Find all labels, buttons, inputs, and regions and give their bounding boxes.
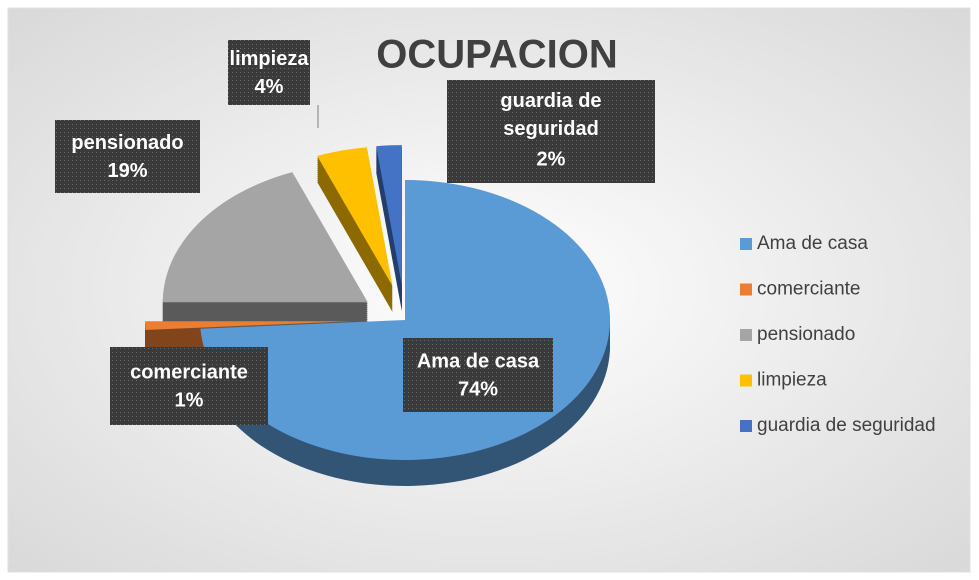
legend-label: comerciante <box>757 279 861 300</box>
data-label-name: limpieza <box>230 48 310 70</box>
legend-label: pensionado <box>757 324 855 345</box>
chart-title: OCUPACION <box>376 33 617 77</box>
legend-label: Ama de casa <box>757 233 868 254</box>
slice <box>317 147 393 287</box>
slice <box>376 145 402 286</box>
legend-swatch <box>740 238 752 250</box>
data-label-box <box>228 40 310 105</box>
data-label-name: Ama de casa <box>417 350 540 372</box>
legend: Ama de casa comerciante pensionado limpieza… <box>740 233 936 436</box>
legend-swatch <box>740 420 752 432</box>
data-label-value: 2% <box>537 148 566 170</box>
slice <box>145 321 351 330</box>
legend-swatch <box>740 374 752 387</box>
data-label-box <box>403 338 553 412</box>
data-label-value: 74% <box>458 378 498 400</box>
legend-swatch <box>740 329 752 341</box>
data-label-value: 1% <box>175 389 204 411</box>
data-label-box <box>110 347 268 425</box>
legend-label: guardia de seguridad <box>757 415 936 436</box>
slice <box>162 172 368 303</box>
data-labels: Ama de casa 74% comerciante 1% pensionado 19%… <box>55 40 655 425</box>
legend-label: limpieza <box>757 370 827 391</box>
data-label-name: pensionado <box>71 132 183 154</box>
legend-swatch <box>740 283 752 296</box>
data-label-name: comerciante <box>130 361 248 383</box>
data-label-value: 4% <box>255 76 284 98</box>
data-label-line: guardia de <box>500 90 601 112</box>
data-label-box <box>447 80 655 183</box>
data-label-name: guardia de seguridad <box>500 90 601 140</box>
data-label-line: seguridad <box>503 118 599 140</box>
data-label-value: 19% <box>107 160 147 182</box>
data-label-box <box>55 120 200 193</box>
